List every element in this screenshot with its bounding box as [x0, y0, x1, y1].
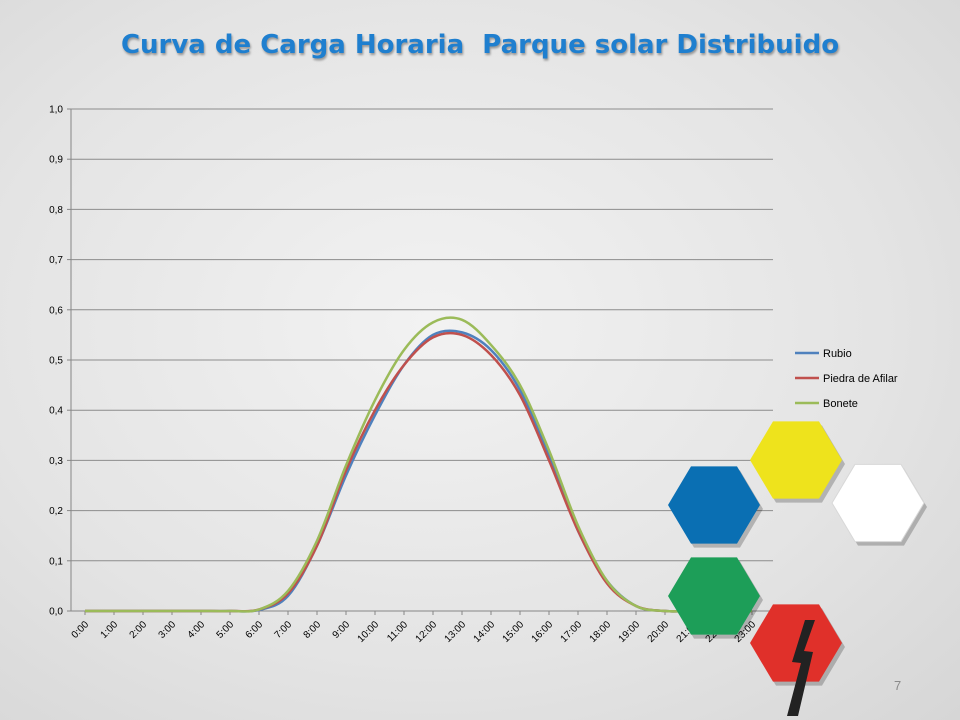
x-tick-label: 20:00 [646, 619, 672, 645]
hexagon-white [831, 463, 925, 543]
y-tick-label: 0,5 [49, 356, 63, 367]
y-tick-label: 0,6 [49, 305, 63, 316]
x-tick-label: 2:00 [128, 619, 150, 641]
y-tick-label: 0,3 [49, 456, 63, 467]
x-tick-label: 14:00 [472, 619, 498, 645]
legend-label: Piedra de Afilar [823, 373, 898, 385]
hexagon-yellow [750, 421, 842, 499]
x-tick-label: 9:00 [331, 619, 353, 641]
x-tick-label: 19:00 [617, 619, 643, 645]
hexagon-red [750, 604, 842, 682]
x-tick-label: 13:00 [443, 619, 469, 645]
y-axis-ticks: 0,0 0,1 0,2 0,3 0,4 0,5 0,6 0,7 0,8 0,9 1,0 [49, 105, 63, 618]
series-line-piedra-de-afilar [85, 331, 752, 613]
y-tick-label: 0,9 [49, 155, 63, 166]
x-tick-label: 8:00 [302, 619, 324, 641]
x-tick-label: 10:00 [356, 619, 382, 645]
x-tick-label: 16:00 [530, 619, 556, 645]
x-tick-label: 1:00 [99, 619, 121, 641]
decorative-hexagons [668, 421, 927, 716]
y-tick-label: 0,4 [49, 406, 63, 417]
legend-label: Bonete [823, 398, 858, 410]
x-tick-label: 18:00 [588, 619, 614, 645]
x-tick-label: 4:00 [186, 619, 208, 641]
y-tick-label: 0,7 [49, 255, 63, 266]
x-tick-label: 12:00 [414, 619, 440, 645]
series-line-bonete [85, 316, 752, 613]
chart-grid [67, 108, 773, 615]
x-tick-label: 15:00 [501, 619, 527, 645]
y-tick-label: 0,2 [49, 506, 63, 517]
lightning-bolt-icon [787, 620, 815, 716]
x-tick-label: 11:00 [385, 619, 410, 644]
hexagon-blue [668, 466, 760, 544]
x-tick-label: 3:00 [157, 619, 179, 641]
x-tick-label: 5:00 [215, 619, 237, 641]
chart-legend: Rubio Piedra de Afilar Bonete [795, 348, 898, 410]
x-tick-label: 7:00 [273, 619, 295, 641]
y-tick-label: 1,0 [49, 105, 63, 116]
page-number: 7 [894, 678, 902, 693]
x-tick-label: 0:00 [70, 619, 92, 641]
y-tick-label: 0,8 [49, 205, 63, 216]
slide-title: Curva de Carga Horaria Parque solar Dist… [120, 30, 840, 60]
x-axis-ticks: 0:00 1:00 2:00 3:00 4:00 5:00 6:00 7:00 8:00 9:00… [70, 619, 759, 645]
x-tick-label: 17:00 [559, 619, 585, 645]
series-line-rubio [85, 329, 752, 613]
legend-label: Rubio [823, 348, 852, 360]
hexagon-green [668, 557, 760, 635]
y-tick-label: 0,1 [49, 556, 63, 567]
series-lines [85, 316, 752, 613]
y-tick-label: 0,0 [49, 607, 63, 618]
x-tick-label: 6:00 [244, 619, 266, 641]
